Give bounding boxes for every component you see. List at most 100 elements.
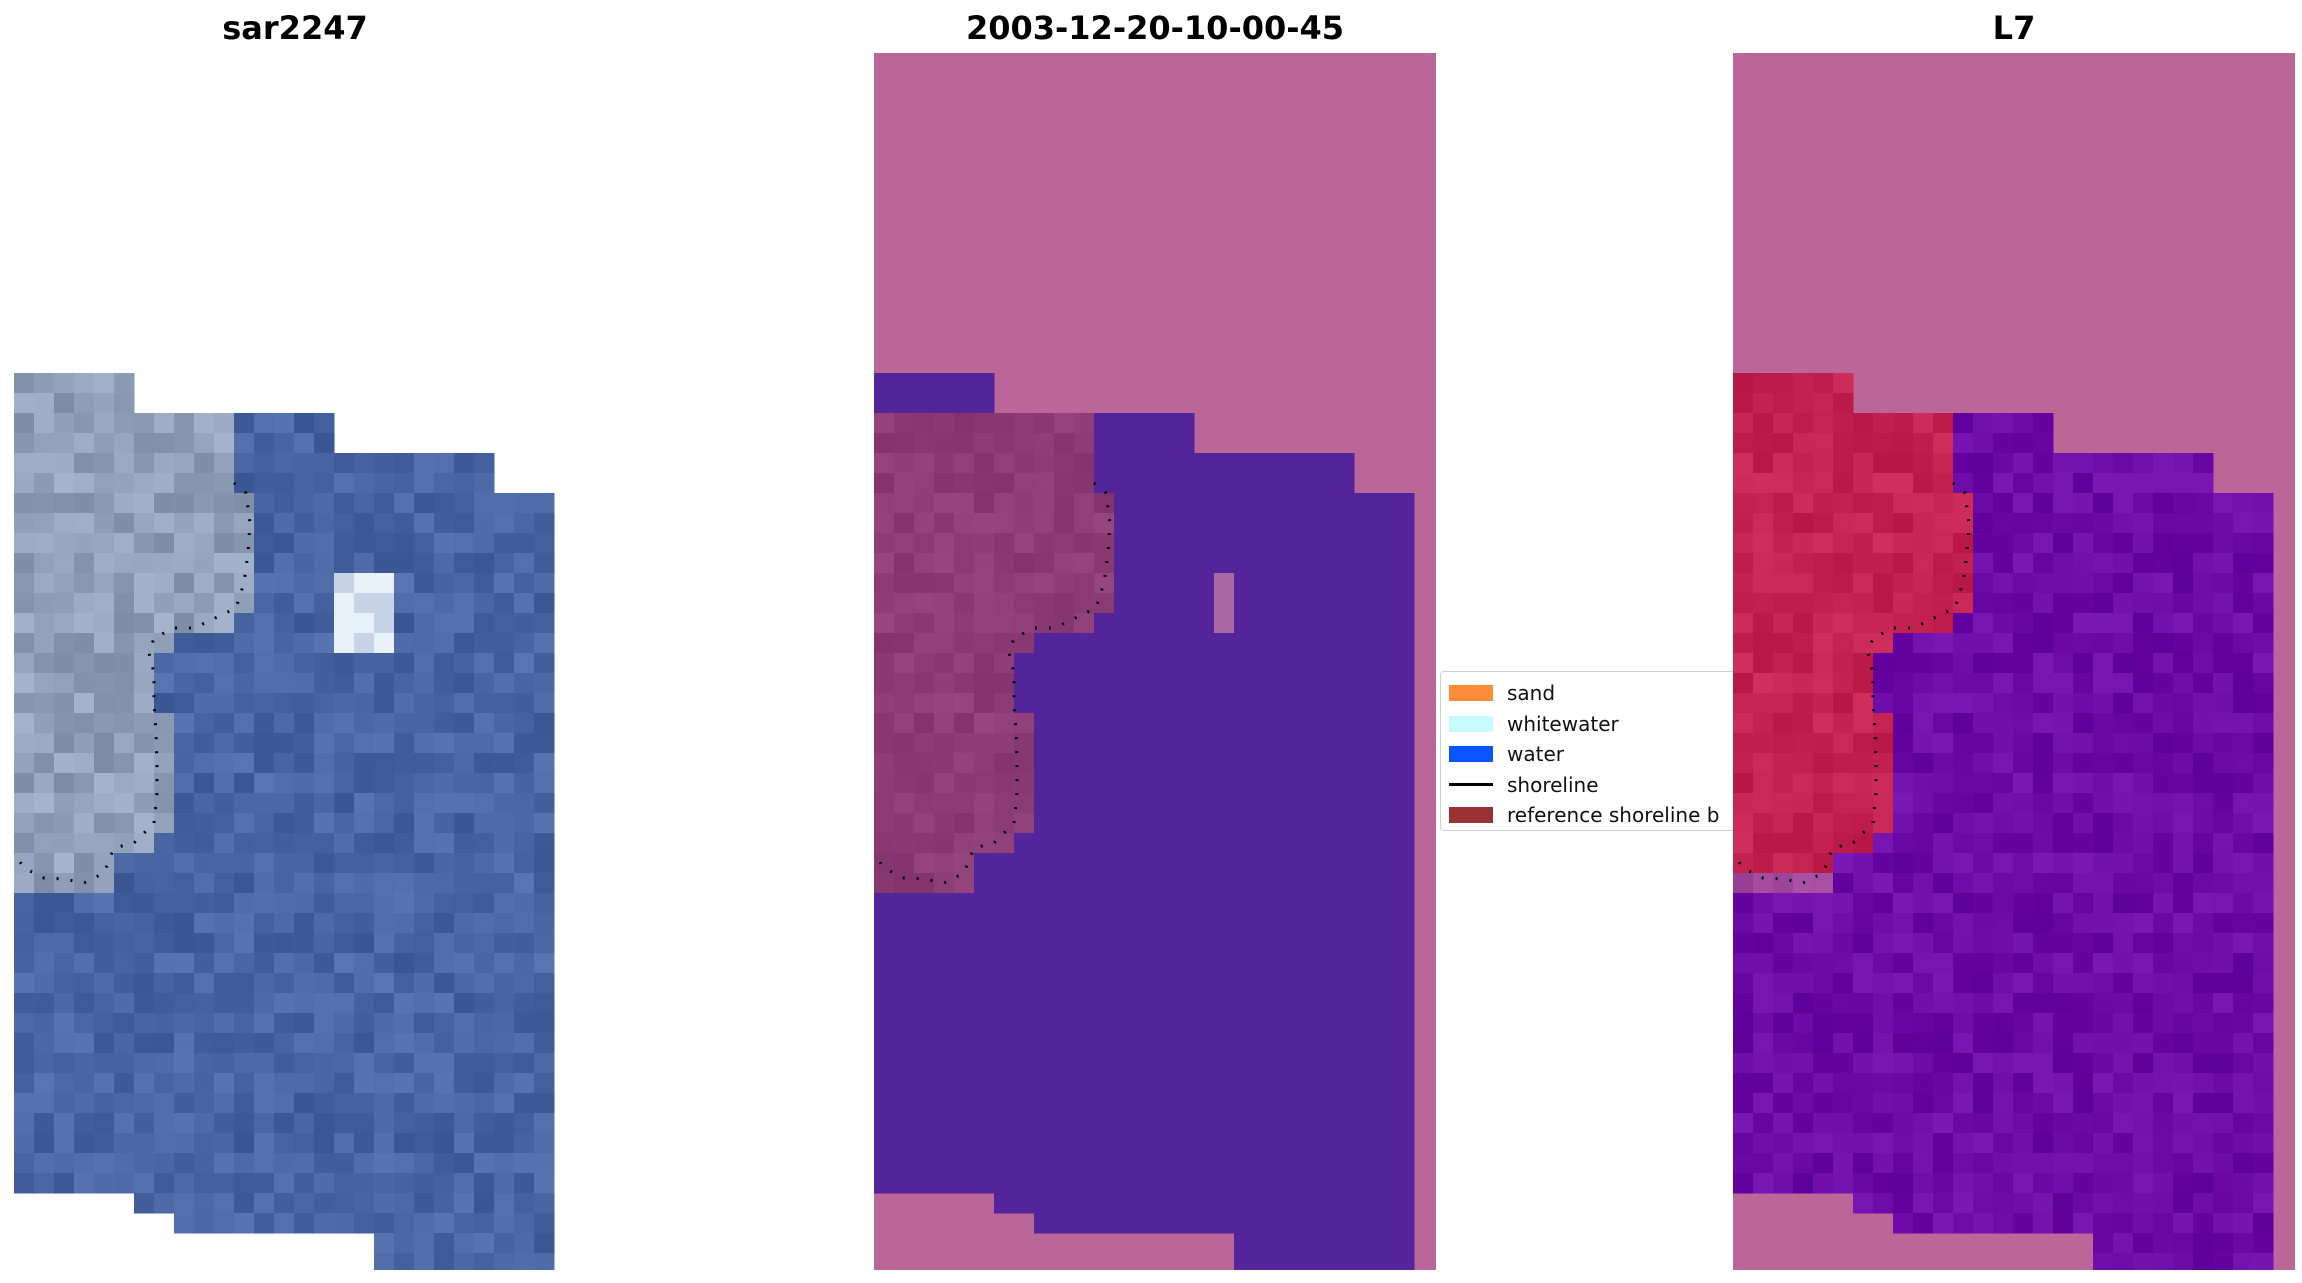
pixel	[374, 913, 395, 934]
pixel	[2073, 1073, 2094, 1094]
pixel	[2253, 1233, 2274, 1254]
pixel	[2113, 773, 2134, 794]
pixel	[1174, 593, 1195, 614]
pixel	[1953, 1213, 1974, 1234]
pixel	[94, 973, 115, 994]
pixel	[414, 613, 435, 634]
pixel	[1174, 533, 1195, 554]
pixel	[994, 433, 1015, 454]
pixel	[154, 873, 175, 894]
pixel	[1973, 673, 1994, 694]
pixel	[1074, 913, 1095, 934]
pixel	[1154, 613, 1175, 634]
pixel	[974, 973, 995, 994]
pixel	[1753, 1053, 1774, 1074]
pixel	[374, 1073, 395, 1094]
pixel	[2133, 1173, 2154, 1194]
pixel	[954, 1033, 975, 1054]
pixel	[254, 1193, 275, 1214]
pixel	[2173, 753, 2194, 774]
pixel	[534, 533, 555, 554]
pixel	[2253, 833, 2274, 854]
pixel	[1793, 673, 1814, 694]
pixel	[254, 433, 275, 454]
pixel	[314, 693, 335, 714]
pixel	[1853, 833, 1874, 854]
pixel	[1194, 1113, 1215, 1134]
pixel	[234, 533, 255, 554]
pixel	[1074, 713, 1095, 734]
pixel	[1394, 613, 1415, 634]
pixel	[314, 813, 335, 834]
pixel	[254, 753, 275, 774]
pixel	[2253, 513, 2274, 534]
pixel	[1234, 1113, 1255, 1134]
pixel	[434, 693, 455, 714]
pixel	[1154, 853, 1175, 874]
pixel	[2193, 753, 2214, 774]
pixel	[1194, 1153, 1215, 1174]
pixel	[994, 413, 1015, 434]
pixel	[154, 773, 175, 794]
pixel	[1294, 773, 1315, 794]
pixel	[2033, 953, 2054, 974]
pixel	[34, 413, 55, 434]
pixel	[934, 413, 955, 434]
pixel	[1034, 713, 1055, 734]
pixel	[374, 993, 395, 1014]
pixel	[2033, 653, 2054, 674]
pixel	[254, 573, 275, 594]
pixel	[1953, 693, 1974, 714]
pixel	[1114, 493, 1135, 514]
pixel	[2253, 553, 2274, 574]
pixel	[1094, 773, 1115, 794]
pixel	[254, 673, 275, 694]
pixel	[494, 873, 515, 894]
pixel	[1953, 673, 1974, 694]
pixel	[894, 693, 915, 714]
pixel	[1354, 593, 1375, 614]
pixel	[1873, 673, 1894, 694]
pixel	[134, 693, 155, 714]
pixel	[434, 813, 455, 834]
pixel	[894, 1153, 915, 1174]
pixel	[1933, 453, 1954, 474]
pixel	[94, 633, 115, 654]
pixel	[1933, 973, 1954, 994]
pixel	[1074, 473, 1095, 494]
pixel	[154, 953, 175, 974]
pixel	[254, 933, 275, 954]
pixel	[1314, 773, 1335, 794]
pixel	[14, 513, 35, 534]
pixel	[2153, 973, 2174, 994]
pixel	[1753, 893, 1774, 914]
pixel	[1893, 953, 1914, 974]
pixel	[394, 733, 415, 754]
pixel	[94, 1133, 115, 1154]
pixel	[1114, 513, 1135, 534]
pixel	[2213, 1093, 2234, 1114]
pixel	[1833, 833, 1854, 854]
pixel	[1913, 453, 1934, 474]
pixel	[1933, 953, 1954, 974]
pixel	[1933, 1013, 1954, 1034]
pixel	[294, 813, 315, 834]
pixel	[1314, 1093, 1335, 1114]
pixel	[454, 1093, 475, 1114]
pixel	[1014, 733, 1035, 754]
pixel	[914, 993, 935, 1014]
pixel	[974, 1153, 995, 1174]
pixel	[1274, 1133, 1295, 1154]
pixel	[234, 1053, 255, 1074]
pixel	[2173, 493, 2194, 514]
pixel	[2213, 973, 2234, 994]
pixel	[2133, 713, 2154, 734]
pixel	[494, 833, 515, 854]
pixel	[294, 1073, 315, 1094]
pixel	[294, 793, 315, 814]
pixel	[174, 1173, 195, 1194]
pixel	[1094, 873, 1115, 894]
pixel	[2153, 913, 2174, 934]
pixel	[974, 593, 995, 614]
pixel	[2133, 513, 2154, 534]
